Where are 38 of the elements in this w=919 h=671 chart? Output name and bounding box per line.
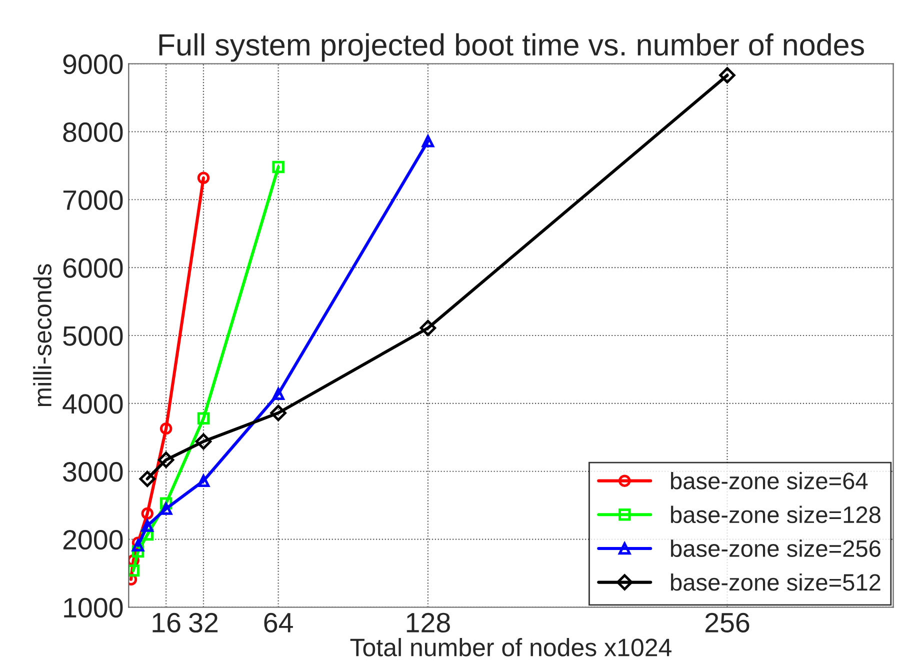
y-tick-label: 3000 <box>63 462 123 482</box>
y-tick-label: 6000 <box>63 258 123 278</box>
point <box>272 388 284 400</box>
point <box>270 404 286 422</box>
legend-label: base-zone size=512 <box>671 573 880 591</box>
point <box>158 452 174 468</box>
legend-label: base-zone size=256 <box>671 540 880 557</box>
point <box>420 320 436 336</box>
x-tick-label: 64 <box>264 612 293 633</box>
point <box>139 470 156 487</box>
point <box>272 160 284 174</box>
y-tick-label: 1000 <box>64 598 123 618</box>
x-tick-label: 32 <box>189 612 218 633</box>
point <box>195 433 212 450</box>
point <box>132 539 144 552</box>
point <box>197 412 210 424</box>
y-tick-label: 5000 <box>63 326 123 346</box>
point <box>141 507 154 520</box>
legend-label: base-zone size=128 <box>671 506 880 524</box>
x-tick-label: 256 <box>705 612 750 633</box>
y-tick-label: 9000 <box>63 54 123 74</box>
point <box>197 172 210 184</box>
x-axis-title: Total number of nodes x1024 <box>350 638 672 656</box>
y-tick-label: 4000 <box>62 394 123 414</box>
point <box>719 67 736 84</box>
point <box>197 474 210 487</box>
x-tick-label: 128 <box>406 612 450 633</box>
point <box>422 135 434 148</box>
legend-label: base-zone size=64 <box>671 472 868 490</box>
y-tick-label: 7000 <box>63 190 123 210</box>
y-axis-title: milli-seconds <box>33 264 52 406</box>
y-tick-label: 8000 <box>63 122 123 142</box>
point <box>160 502 172 515</box>
chart-title: Full system projected boot time vs. number of nodes <box>159 33 864 62</box>
y-tick-label: 2000 <box>63 530 123 550</box>
point <box>141 520 154 532</box>
point <box>160 422 172 435</box>
x-tick-label: 16 <box>152 612 180 633</box>
